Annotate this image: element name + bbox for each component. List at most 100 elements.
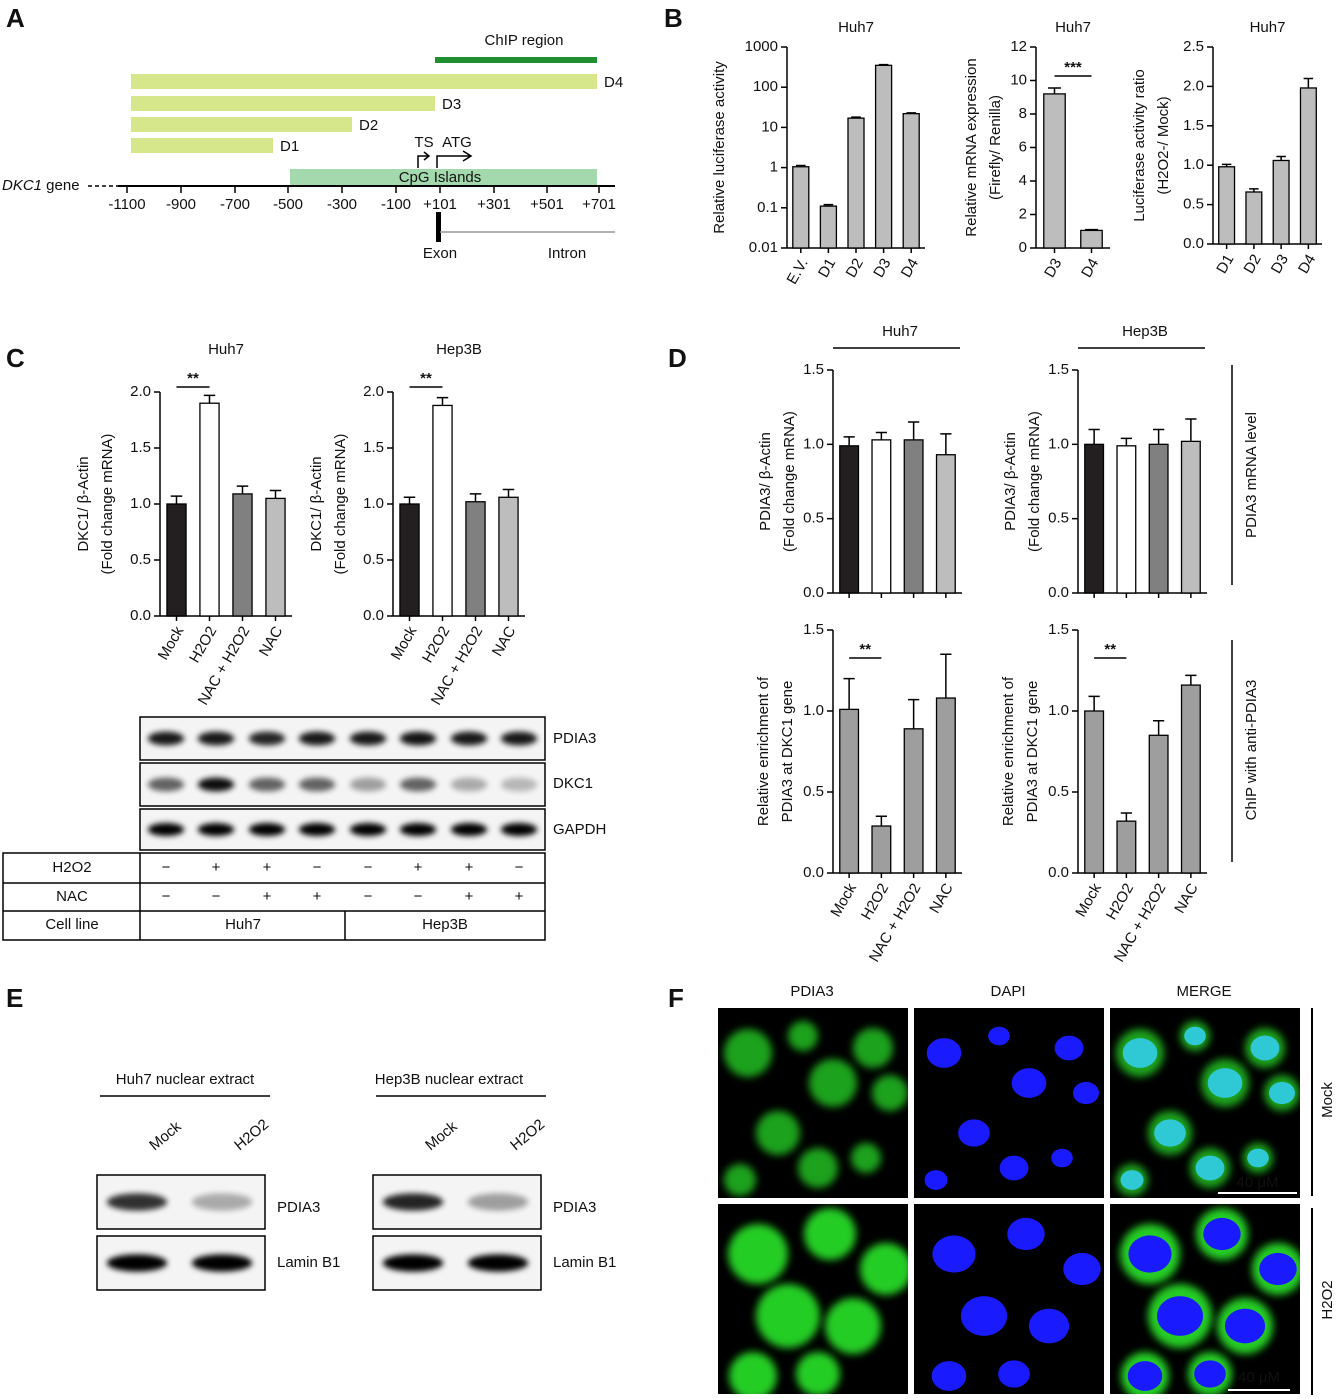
band xyxy=(147,777,185,792)
y-tick-label: 1.0 xyxy=(1048,435,1069,452)
sign: − xyxy=(313,859,322,876)
y-axis-label: Luciferase activity ratio xyxy=(1131,69,1148,222)
error-bar xyxy=(1153,428,1165,445)
cpg-island xyxy=(290,169,597,186)
bar xyxy=(839,445,860,594)
error-bar xyxy=(469,493,482,502)
bar xyxy=(1148,734,1169,874)
x-tick-label: NAC xyxy=(926,880,957,916)
chart-title: Huh7 xyxy=(1250,19,1286,36)
nucleus xyxy=(988,1026,1010,1046)
nucleus xyxy=(1128,1235,1172,1273)
chart-title: Huh7 xyxy=(838,19,874,36)
y-tick-label: 2.0 xyxy=(363,383,384,400)
y-tick-label: 0.5 xyxy=(803,510,824,527)
error-bar xyxy=(1303,77,1314,88)
error-bar xyxy=(875,815,887,827)
position-label: -500 xyxy=(273,196,303,213)
construct-label: D3 xyxy=(442,96,461,113)
sign: − xyxy=(162,888,171,905)
cytoplasm xyxy=(798,1148,838,1188)
x-tick-label: D3 xyxy=(1268,251,1292,276)
band xyxy=(399,777,437,792)
y-axis-label: (Firefly/ Renilla) xyxy=(987,95,1004,200)
x-tick-label: D4 xyxy=(1295,251,1319,276)
position-label: +701 xyxy=(582,196,616,213)
cell-line: Hep3B xyxy=(422,916,468,933)
micrograph xyxy=(914,1008,1104,1198)
y-tick-label: 1.5 xyxy=(803,621,824,638)
y-tick-label: 1.5 xyxy=(1048,361,1069,378)
significance: ** xyxy=(187,370,199,387)
y-tick-label: 1.0 xyxy=(1048,702,1069,719)
bar xyxy=(1180,684,1201,874)
protein-label: PDIA3 xyxy=(277,1199,320,1216)
y-tick-label: 0.0 xyxy=(1048,584,1069,601)
exon xyxy=(436,212,441,242)
nucleus xyxy=(1156,1296,1204,1336)
band xyxy=(248,822,286,837)
y-tick-label: 0.0 xyxy=(1183,235,1204,252)
error-bar xyxy=(1153,719,1165,736)
protein-label: Lamin B1 xyxy=(553,1254,616,1271)
error-bar xyxy=(908,421,920,440)
error-bar xyxy=(1088,428,1100,445)
cytoplasm xyxy=(729,1352,777,1394)
y-tick-label: 100 xyxy=(753,78,778,95)
x-tick-label: Mock xyxy=(827,880,860,920)
x-tick-label: NAC xyxy=(256,623,287,659)
x-tick-label: NAC xyxy=(1171,880,1202,916)
x-tick-label: D3 xyxy=(870,255,894,280)
nucleus xyxy=(999,1155,1029,1181)
nucleus xyxy=(1054,1035,1084,1061)
error-bar xyxy=(1185,674,1197,686)
error-bar xyxy=(1120,437,1132,446)
band xyxy=(197,777,235,792)
y-axis-label: PDIA3/ β-Actin xyxy=(1002,432,1019,531)
lane-label: Mock xyxy=(146,1118,185,1154)
position-label: -900 xyxy=(166,196,196,213)
band xyxy=(450,731,488,746)
position-label: -700 xyxy=(220,196,250,213)
y-tick-label: 0.5 xyxy=(1048,783,1069,800)
bar xyxy=(792,166,810,249)
sign: − xyxy=(212,888,221,905)
chart-title: Hep3B xyxy=(436,341,482,358)
band xyxy=(147,731,185,746)
cytoplasm xyxy=(809,1059,857,1107)
side-label: ChIP with anti-PDIA3 xyxy=(1243,680,1260,821)
band xyxy=(191,1193,253,1211)
x-tick-label: Mock xyxy=(388,623,421,663)
y-tick-label: 1.0 xyxy=(130,495,151,512)
bar xyxy=(1180,440,1201,594)
error-bar xyxy=(940,653,952,699)
error-bar xyxy=(170,495,183,504)
band xyxy=(248,777,286,792)
bar xyxy=(166,503,187,617)
row-label: Cell line xyxy=(45,916,98,933)
y-axis-label: DKC1/ β-Actin xyxy=(308,456,325,551)
y-tick-label: 1 xyxy=(770,159,778,176)
y-tick-label: 0.0 xyxy=(130,607,151,624)
cytoplasm xyxy=(756,1284,820,1348)
micrograph xyxy=(718,1008,908,1198)
bar xyxy=(498,496,519,617)
error-bar xyxy=(502,488,515,498)
band xyxy=(349,731,387,746)
bar xyxy=(465,501,486,617)
y-tick-label: 0.5 xyxy=(803,783,824,800)
y-tick-label: 0.5 xyxy=(1183,196,1204,213)
bar xyxy=(399,503,420,617)
nucleus xyxy=(924,1170,948,1190)
bar xyxy=(1299,87,1317,245)
y-tick-label: 4 xyxy=(1019,172,1027,189)
nucleus xyxy=(1127,1361,1163,1391)
band xyxy=(399,822,437,837)
nucleus xyxy=(1073,1081,1099,1105)
band xyxy=(450,822,488,837)
protein-label: GAPDH xyxy=(553,821,606,838)
band xyxy=(106,1254,168,1272)
y-axis-label: Relative enrichment of xyxy=(1000,676,1017,826)
significance: *** xyxy=(1064,59,1082,76)
position-label: -300 xyxy=(327,196,357,213)
